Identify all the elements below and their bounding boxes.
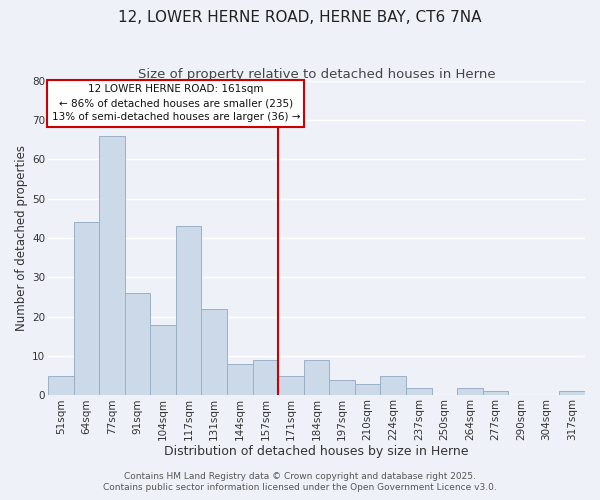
Bar: [406, 388, 431, 396]
Bar: [227, 364, 253, 396]
Bar: [380, 376, 406, 396]
Bar: [202, 309, 227, 396]
Bar: [99, 136, 125, 396]
Title: Size of property relative to detached houses in Herne: Size of property relative to detached ho…: [138, 68, 496, 80]
Bar: [329, 380, 355, 396]
X-axis label: Distribution of detached houses by size in Herne: Distribution of detached houses by size …: [164, 444, 469, 458]
Y-axis label: Number of detached properties: Number of detached properties: [15, 145, 28, 331]
Bar: [559, 392, 585, 396]
Bar: [176, 226, 202, 396]
Bar: [457, 388, 483, 396]
Bar: [74, 222, 99, 396]
Bar: [483, 392, 508, 396]
Bar: [125, 293, 151, 396]
Bar: [278, 376, 304, 396]
Bar: [355, 384, 380, 396]
Bar: [304, 360, 329, 396]
Text: 12, LOWER HERNE ROAD, HERNE BAY, CT6 7NA: 12, LOWER HERNE ROAD, HERNE BAY, CT6 7NA: [118, 10, 482, 25]
Text: 12 LOWER HERNE ROAD: 161sqm
← 86% of detached houses are smaller (235)
13% of se: 12 LOWER HERNE ROAD: 161sqm ← 86% of det…: [52, 84, 300, 122]
Bar: [151, 324, 176, 396]
Bar: [48, 376, 74, 396]
Text: Contains HM Land Registry data © Crown copyright and database right 2025.
Contai: Contains HM Land Registry data © Crown c…: [103, 472, 497, 492]
Bar: [253, 360, 278, 396]
